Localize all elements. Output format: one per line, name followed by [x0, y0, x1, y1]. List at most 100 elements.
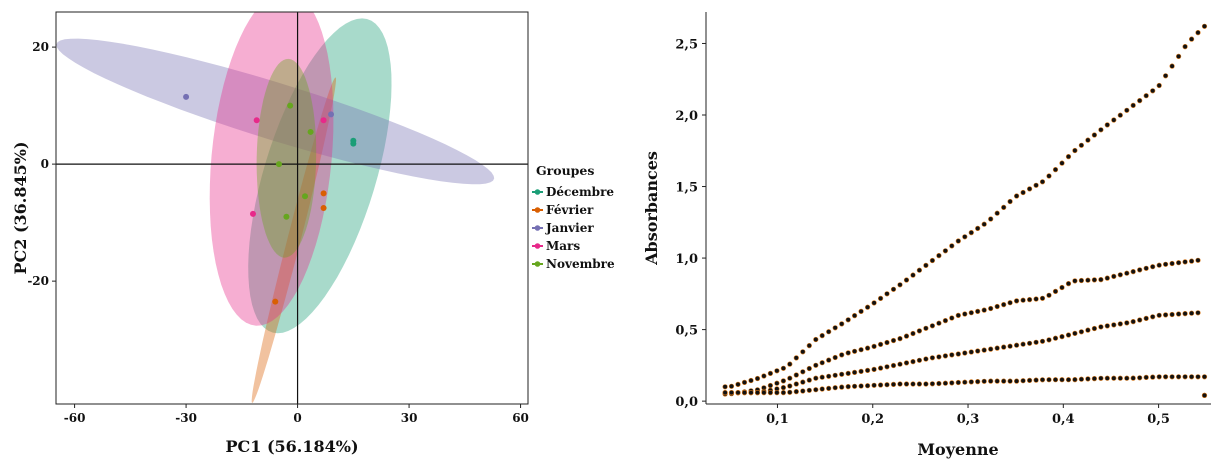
absorbance-point — [1162, 374, 1169, 380]
absorbance-y-tick-label: 0,0 — [675, 395, 698, 410]
absorbance-point — [871, 300, 877, 306]
absorbance-point — [832, 325, 838, 331]
ellipse-fevrier — [251, 77, 336, 403]
absorbance-point — [787, 375, 793, 381]
absorbance-point — [1117, 375, 1123, 381]
ellipse-layer — [56, 12, 495, 403]
absorbance-point — [955, 351, 961, 357]
legend-marker-janvier — [534, 225, 541, 231]
absorbance-point — [981, 347, 987, 353]
absorbance-point — [1007, 343, 1013, 349]
absorbance-point — [1156, 262, 1162, 268]
absorbance-point — [780, 365, 787, 371]
point-novembre — [307, 128, 314, 135]
pca-plot-frame — [55, 11, 529, 405]
absorbance-point — [897, 381, 903, 387]
absorbance-point — [994, 345, 1000, 351]
absorbance-point — [988, 378, 994, 384]
absorbance-point — [1059, 284, 1065, 291]
point-novembre — [287, 102, 294, 109]
absorbance-point — [975, 225, 981, 231]
absorbance-point — [780, 385, 787, 391]
absorbance-point — [1001, 378, 1007, 384]
absorbance-point — [942, 248, 949, 254]
absorbance-point — [839, 371, 845, 377]
absorbance-point — [975, 308, 981, 315]
absorbance-point — [1007, 300, 1013, 306]
absorbance-point — [793, 355, 799, 361]
absorbance-point — [968, 349, 974, 355]
absorbance-point — [877, 341, 884, 348]
absorbance-point — [1052, 288, 1059, 295]
legend-label-decembre: Décembre — [546, 185, 614, 199]
absorbance-point — [1150, 88, 1156, 94]
absorbance-point — [1065, 281, 1072, 287]
absorbance-point — [897, 336, 903, 342]
absorbance-point — [1085, 327, 1091, 333]
absorbance-point — [1046, 337, 1052, 343]
absorbance-point — [936, 354, 942, 360]
absorbance-point — [1162, 261, 1169, 267]
absorbance-point — [819, 374, 825, 380]
absorbance-point — [890, 362, 897, 369]
absorbance-point — [884, 339, 890, 346]
absorbance-point — [1098, 277, 1104, 283]
absorbance-point — [1143, 93, 1149, 99]
absorbance-point — [936, 380, 942, 387]
absorbance-point — [1039, 295, 1046, 301]
absorbance-point — [975, 348, 981, 354]
absorbance-point — [1026, 186, 1033, 192]
absorbance-point — [845, 384, 851, 390]
absorbance-point — [1020, 378, 1026, 384]
absorbance-point — [910, 272, 916, 278]
absorbance-point — [1013, 298, 1020, 304]
absorbance-point — [955, 379, 961, 386]
absorbance-point — [988, 346, 994, 352]
absorbance-point — [1143, 265, 1149, 271]
absorbance-point — [1098, 375, 1104, 381]
absorbance-point — [826, 385, 832, 392]
pca-x-ticks: -60 -30 0 30 60 — [64, 404, 529, 425]
absorbance-point — [897, 361, 903, 367]
absorbance-point — [1150, 264, 1156, 270]
absorbance-point — [1091, 277, 1097, 283]
point-fevrier — [272, 298, 279, 305]
absorbance-point — [787, 383, 793, 389]
absorbance-point — [1117, 112, 1123, 118]
absorbance-point — [1085, 137, 1091, 143]
absorbance-point — [806, 377, 812, 383]
absorbance-point — [877, 295, 884, 302]
absorbance-point — [826, 373, 832, 379]
absorbance-point — [1046, 377, 1052, 383]
absorbance-point — [968, 310, 974, 316]
absorbance-point — [819, 360, 825, 366]
absorbance-point — [1169, 260, 1175, 267]
absorbance-point — [774, 380, 780, 386]
pca-x-tick-label: 30 — [401, 411, 418, 425]
absorbance-point — [1020, 297, 1026, 303]
absorbance-point — [722, 390, 728, 396]
absorbance-point — [1111, 322, 1117, 328]
absorbance-point — [858, 368, 864, 375]
absorbance-point — [1182, 311, 1188, 317]
absorbance-point — [851, 369, 858, 376]
absorbance-point — [722, 384, 728, 390]
absorbance-point — [864, 345, 871, 351]
absorbance-point — [1188, 258, 1195, 264]
absorbance-point — [1111, 117, 1117, 123]
absorbance-point — [1169, 63, 1175, 69]
absorbance-point — [1104, 275, 1110, 281]
pca-x-tick-label: 60 — [512, 411, 529, 425]
absorbance-point — [877, 382, 884, 388]
absorbance-point — [1098, 324, 1104, 330]
absorbance-point — [1039, 338, 1046, 344]
absorbance-point — [910, 330, 916, 337]
absorbance-point — [1039, 179, 1046, 185]
point-fevrier — [320, 205, 327, 211]
absorbance-point — [813, 375, 819, 381]
absorbance-point — [858, 383, 864, 389]
absorbance-point — [916, 381, 923, 387]
absorbance-point — [754, 375, 761, 382]
absorbance-point — [1098, 127, 1104, 133]
